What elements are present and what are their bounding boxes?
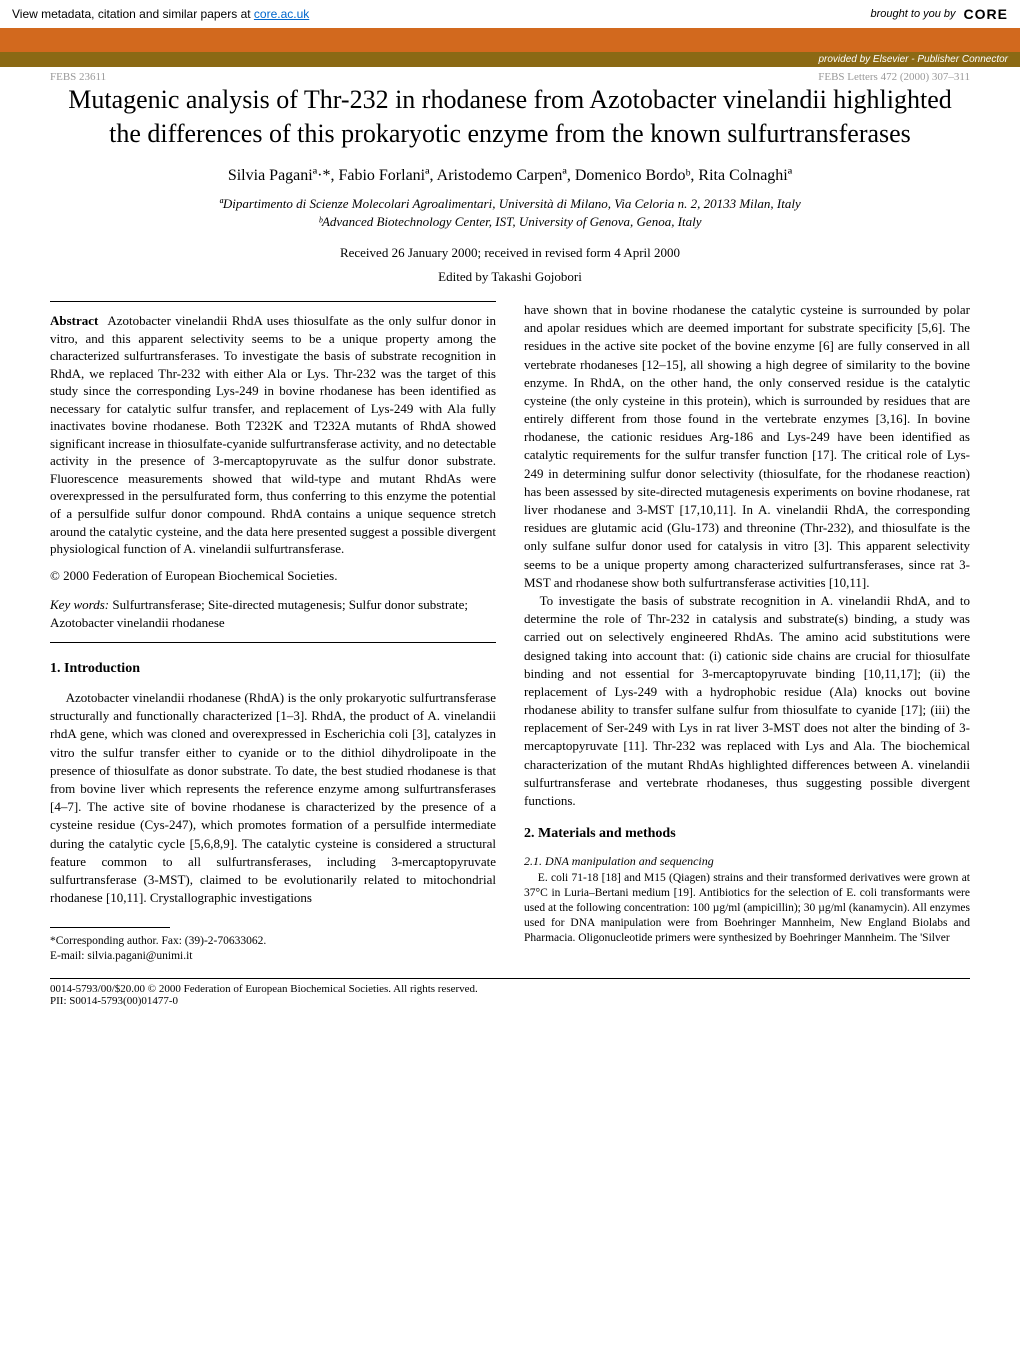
affiliation-b: ᵇAdvanced Biotechnology Center, IST, Uni… [50,213,970,231]
footer-pii: PII: S0014-5793(00)01477-0 [50,995,970,1007]
editor-line: Edited by Takashi Gojobori [0,265,1020,301]
corresp-line1: *Corresponding author. Fax: (39)-2-70633… [50,935,266,947]
affiliations: ªDipartimento di Scienze Molecolari Agro… [0,191,1020,235]
footer-copyright: 0014-5793/00/$20.00 © 2000 Federation of… [50,983,970,995]
copyright-line: © 2000 Federation of European Biochemica… [50,568,496,584]
metadata-prefix: View metadata, citation and similar pape… [12,7,254,21]
keywords-text: Sulfurtransferase; Site-directed mutagen… [50,597,468,630]
footer: 0014-5793/00/$20.00 © 2000 Federation of… [50,978,970,1007]
abstract-top-rule [50,301,496,302]
journal-citation: FEBS Letters 472 (2000) 307–311 [818,71,970,83]
corresp-line2: E-mail: silvia.pagani@unimi.it [50,950,193,962]
core-link[interactable]: core.ac.uk [254,7,309,21]
brought-by-text: brought to you by [871,8,956,20]
methods-subheading-1: 2.1. DNA manipulation and sequencing [524,854,970,869]
corresp-rule [50,927,170,928]
core-logo: CORE [964,6,1008,22]
received-dates: Received 26 January 2000; received in re… [0,235,1020,265]
methods-heading: 2. Materials and methods [524,826,970,842]
authors-list: Silvia Paganiª·*, Fabio Forlaniª, Aristo… [0,161,1020,191]
right-column: have shown that in bovine rhodanese the … [524,301,970,964]
affiliation-a: ªDipartimento di Scienze Molecolari Agro… [50,195,970,213]
keywords-label: Key words: [50,597,109,612]
elsevier-banner: provided by Elsevier - Publisher Connect… [0,52,1020,67]
intro-heading: 1. Introduction [50,661,496,677]
keywords: Key words: Sulfurtransferase; Site-direc… [50,596,496,632]
article-title: Mutagenic analysis of Thr-232 in rhodane… [0,83,1020,161]
abstract-body: Azotobacter vinelandii RhdA uses thiosul… [50,313,496,556]
core-badge: brought to you by CORE [871,6,1008,22]
keywords-rule [50,642,496,643]
two-column-body: Abstract Azotobacter vinelandii RhdA use… [0,301,1020,964]
intro-continuation: have shown that in bovine rhodanese the … [524,301,970,592]
header-meta: FEBS 23611 FEBS Letters 472 (2000) 307–3… [0,67,1020,83]
orange-strip [0,28,1020,52]
intro-paragraph-2: To investigate the basis of substrate re… [524,592,970,810]
abstract: Abstract Azotobacter vinelandii RhdA use… [50,312,496,558]
core-banner: View metadata, citation and similar pape… [0,0,1020,28]
left-column: Abstract Azotobacter vinelandii RhdA use… [50,301,496,964]
journal-code: FEBS 23611 [50,71,106,83]
methods-paragraph-1: E. coli 71-18 [18] and M15 (Qiagen) stra… [524,871,970,946]
abstract-label: Abstract [50,313,98,328]
corresponding-author: *Corresponding author. Fax: (39)-2-70633… [50,934,496,964]
metadata-link-text[interactable]: View metadata, citation and similar pape… [12,7,309,21]
intro-paragraph-1: Azotobacter vinelandii rhodanese (RhdA) … [50,689,496,907]
